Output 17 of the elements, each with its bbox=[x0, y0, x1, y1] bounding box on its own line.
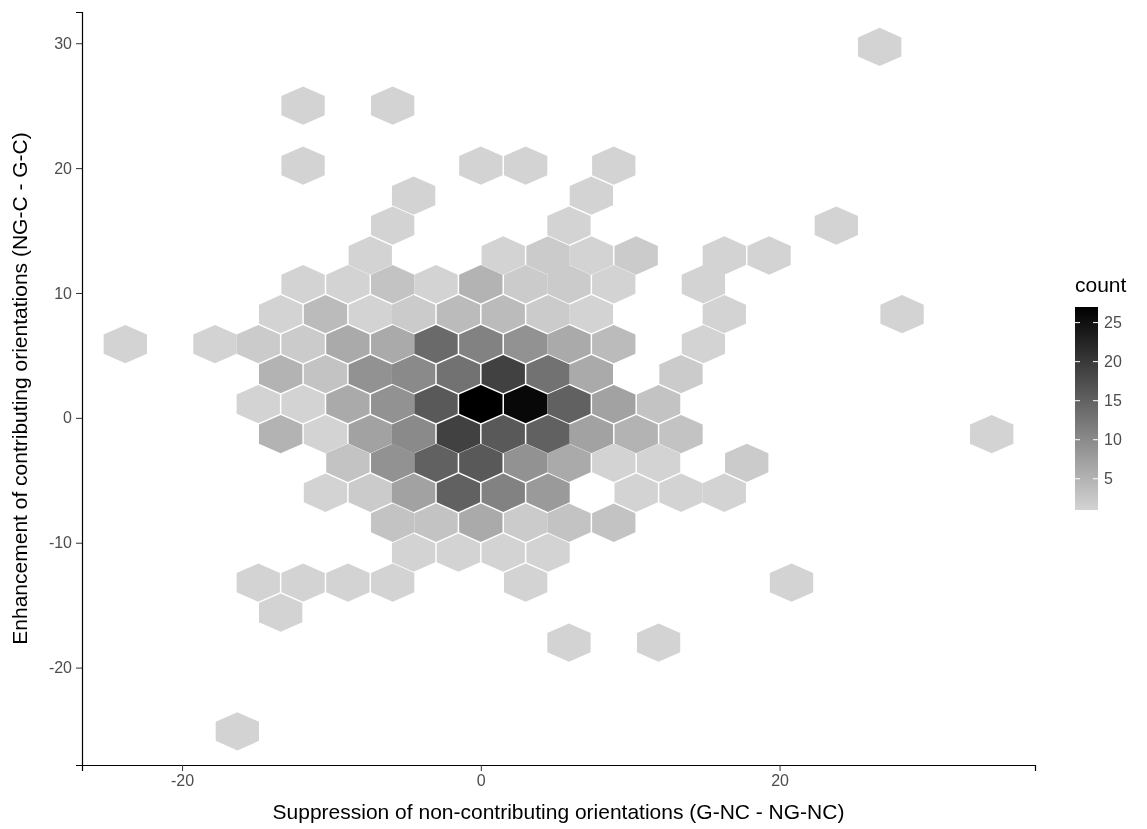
y-tick-label: 30 bbox=[54, 34, 73, 52]
color-bar-label: 10 bbox=[1104, 431, 1122, 449]
y-tick-label: -10 bbox=[48, 534, 73, 552]
color-bar-label: 25 bbox=[1104, 314, 1122, 332]
x-tick-label: 20 bbox=[771, 772, 790, 790]
color-bar-label: 20 bbox=[1104, 353, 1122, 371]
y-tick-label: 10 bbox=[54, 284, 73, 302]
color-bar-title: count bbox=[1075, 273, 1127, 296]
x-tick-label: -20 bbox=[171, 772, 195, 790]
y-axis-title: Enhancement of contributing orientations (NG-C - G-C) bbox=[8, 132, 31, 645]
color-bar-label: 15 bbox=[1104, 392, 1122, 410]
color-bar-label: 5 bbox=[1104, 470, 1113, 488]
y-tick-label: 20 bbox=[54, 159, 73, 177]
x-tick-label: 0 bbox=[476, 772, 486, 790]
y-tick-label: 0 bbox=[63, 409, 73, 427]
y-tick-label: -20 bbox=[48, 659, 73, 677]
x-axis-title: Suppression of non-contributing orientations (G-NC - NG-NC) bbox=[272, 800, 845, 823]
